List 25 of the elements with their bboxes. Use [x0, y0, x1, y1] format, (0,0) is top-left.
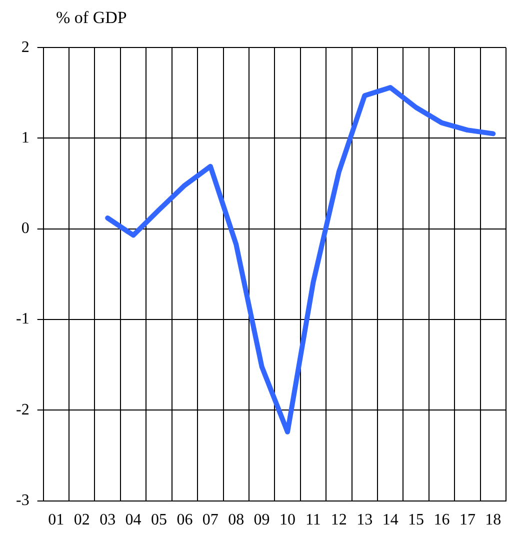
y-axis-title: % of GDP: [56, 8, 127, 28]
x-tick-label: 01: [48, 512, 64, 529]
x-tick-label: 02: [74, 512, 90, 529]
y-tick-label: 0: [21, 220, 30, 238]
x-tick-label: 17: [459, 512, 476, 529]
x-tick-label: 05: [150, 512, 167, 529]
y-tick-label: 1: [21, 129, 30, 146]
x-tick-label: 18: [485, 512, 502, 529]
x-tick-label: 12: [330, 512, 347, 529]
y-tick-label: 2: [21, 38, 30, 56]
x-tick-label: 14: [382, 512, 398, 529]
x-tick-label: 04: [125, 512, 142, 529]
x-tick-label: 06: [176, 512, 193, 529]
y-tick-label: -3: [16, 492, 30, 510]
x-tick-label: 07: [202, 512, 218, 529]
x-tick-label: 11: [306, 512, 321, 529]
x-tick-label: 03: [100, 512, 116, 529]
x-tick-label: 13: [356, 512, 373, 529]
x-tick-label: 08: [228, 512, 244, 529]
x-tick-label: 15: [408, 512, 424, 529]
x-tick-label: 09: [254, 512, 270, 529]
x-tick-label: 10: [280, 512, 296, 529]
y-tick-label: -2: [16, 401, 30, 418]
x-tick-label: 16: [434, 512, 450, 529]
y-tick-label: -1: [16, 310, 30, 328]
